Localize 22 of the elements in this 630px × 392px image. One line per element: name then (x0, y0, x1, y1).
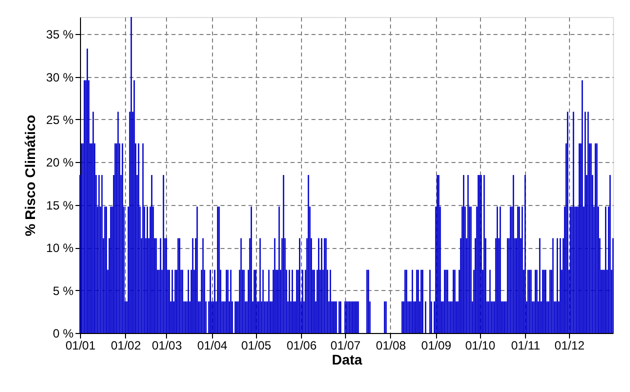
y-tick-label: 15 % (46, 198, 74, 212)
y-tick-label: 25 % (46, 112, 74, 127)
y-tick-label: 30 % (46, 70, 74, 84)
x-tick-label: 01/03 (152, 338, 182, 352)
y-tick-label: 20 % (46, 156, 74, 170)
x-tick-label: 01/08 (376, 338, 406, 352)
y-tick-label: 0 % (52, 326, 74, 340)
y-tick-label: 35 % (46, 28, 74, 42)
y-axis-title: % Risco Climático (22, 114, 38, 236)
x-tick-label: 01/04 (197, 338, 228, 352)
x-tick-label: 01/06 (286, 338, 317, 352)
x-tick-label: 01/02 (110, 338, 142, 352)
y-tick-label: 10 % (46, 241, 74, 256)
x-tick-label: 01/07 (330, 338, 361, 352)
x-tick-label: 01/10 (465, 338, 496, 352)
x-tick-label: 01/01 (65, 338, 96, 352)
x-tick-label: 01/05 (241, 338, 272, 352)
x-tick-label: 01/12 (554, 338, 585, 352)
y-tick-label: 5 % (52, 284, 74, 298)
x-tick-label: 01/11 (511, 338, 541, 352)
x-axis-title: Data (332, 352, 362, 368)
x-tick-label: 01/09 (421, 338, 452, 352)
